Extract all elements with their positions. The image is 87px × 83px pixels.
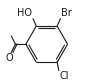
Text: Cl: Cl: [59, 71, 69, 81]
Text: O: O: [6, 53, 13, 63]
Text: Br: Br: [61, 8, 72, 18]
Text: HO: HO: [17, 8, 32, 18]
